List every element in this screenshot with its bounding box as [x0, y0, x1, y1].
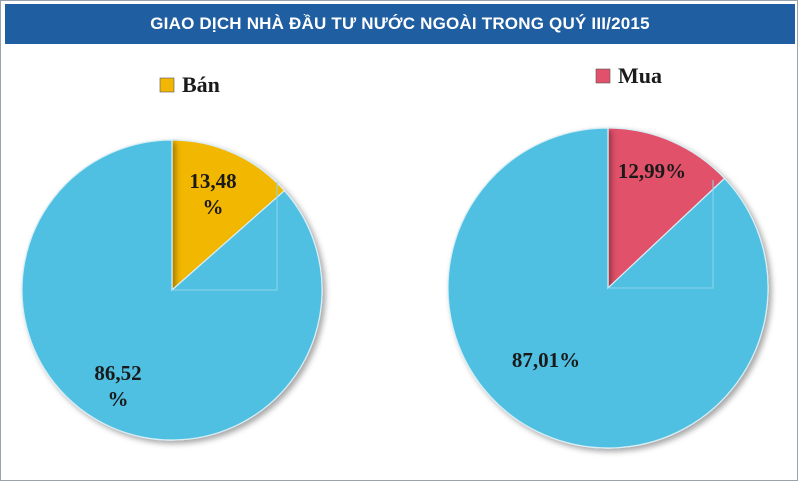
legend-label: Bán [182, 72, 220, 97]
slice-bevel [608, 180, 714, 289]
chart-header: GIAO DỊCH NHÀ ĐẦU TƯ NƯỚC NGOÀI TRONG QU… [5, 4, 795, 44]
legend-swatch [595, 68, 611, 84]
legend-label: Mua [618, 63, 662, 88]
pie-slice-highlight [607, 127, 726, 290]
page-title: GIAO DỊCH NHÀ ĐẦU TƯ NƯỚC NGOÀI TRONG QU… [150, 14, 650, 33]
pie-chart-ban: Bán 13,48 % 86,52% [21, 72, 323, 441]
legend-swatch [159, 77, 175, 93]
slice-value-label: 13,48% [189, 169, 236, 219]
pie-chart-mua: Mua 12,99% 87,01% [447, 63, 769, 449]
pie-slice-rest [447, 127, 769, 449]
pie-slice-highlight [171, 139, 286, 292]
pie-slice-rest [21, 139, 323, 441]
slice-value-label: 87,01% [512, 348, 580, 372]
slice-value-label: 86,52% [94, 361, 141, 411]
slice-value-label: 12,99% [618, 159, 686, 183]
slice-bevel [172, 182, 278, 291]
